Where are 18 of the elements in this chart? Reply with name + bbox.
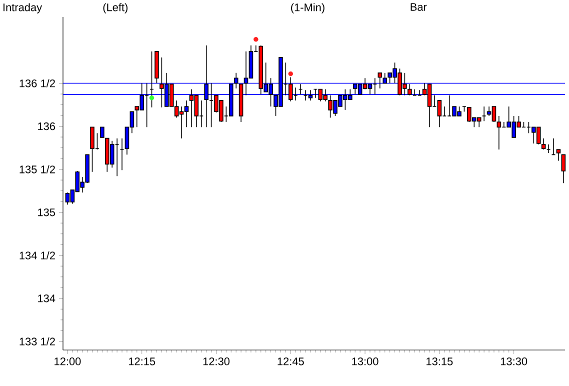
x-tick-label: 13:30 — [500, 358, 528, 366]
y-tick-label: 133 1/2 — [20, 337, 55, 346]
x-tick-label: 12:15 — [128, 358, 156, 366]
text: Bar — [410, 3, 427, 11]
x-tick-label: 12:30 — [203, 358, 230, 366]
y-tick-label: 135 — [38, 208, 56, 216]
y-tick-label: 134 — [38, 294, 56, 302]
y-tick-label: 134 1/2 — [20, 251, 55, 260]
x-tick-label: 12:45 — [278, 358, 304, 366]
x-tick-label: 13:15 — [426, 358, 453, 366]
x-tick-label: 13:00 — [352, 358, 378, 366]
y-tick-label: 136 1/2 — [20, 79, 55, 88]
y-tick-label: 135 1/2 — [20, 165, 55, 174]
text: (1-Min) — [291, 3, 324, 14]
y-tick-label: 136 — [38, 122, 56, 130]
text: (Left) — [103, 3, 128, 14]
x-tick-label: 12:00 — [54, 358, 81, 366]
text: Intraday — [3, 3, 42, 14]
